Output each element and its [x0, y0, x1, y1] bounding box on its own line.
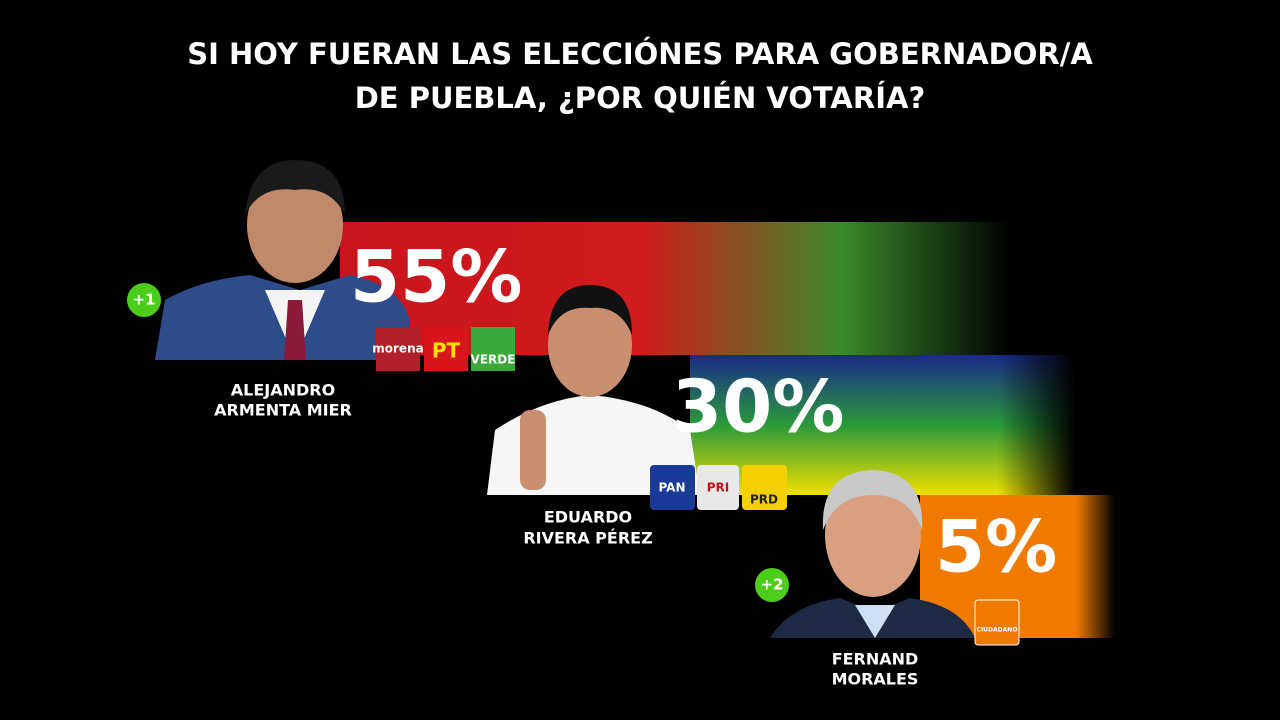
- party-logo: [376, 327, 420, 371]
- party-logo: [424, 327, 468, 371]
- party-logo: [650, 465, 695, 510]
- photo: [487, 285, 700, 495]
- candidate-name: FERNAND: [832, 650, 919, 669]
- party-logo: [974, 599, 1020, 646]
- title: DE PUEBLA, ¿POR QUIÉN VOTARÍA?: [355, 81, 926, 115]
- percent: 5%: [935, 505, 1057, 589]
- badge: [755, 568, 789, 602]
- party-logo: [697, 465, 739, 510]
- photo: [155, 160, 410, 360]
- badge-text: +2: [760, 576, 783, 594]
- party: PRI: [707, 481, 730, 495]
- party: VERDE: [471, 353, 516, 367]
- party: PT: [432, 339, 461, 363]
- party-logo: [742, 465, 787, 510]
- photo: [770, 470, 975, 638]
- percent: 55%: [350, 235, 522, 319]
- candidate-name: MORALES: [832, 670, 919, 689]
- percent: 30%: [672, 365, 844, 449]
- party: PRD: [750, 493, 778, 507]
- badge: [127, 283, 161, 317]
- candidate-name: EDUARDO: [544, 508, 632, 527]
- candidate-name: ARMENTA MIER: [214, 401, 352, 420]
- candidate-name: ALEJANDRO: [231, 381, 335, 400]
- badge-text: +1: [132, 291, 155, 309]
- title: SI HOY FUERAN LAS ELECCIÓNES PARA GOBERN…: [187, 37, 1093, 71]
- party: morena: [372, 342, 423, 356]
- candidate-name: RIVERA PÉREZ: [523, 529, 652, 548]
- party: CIUDADANO: [977, 627, 1018, 634]
- party-logo: [471, 327, 515, 371]
- party: PAN: [658, 481, 685, 495]
